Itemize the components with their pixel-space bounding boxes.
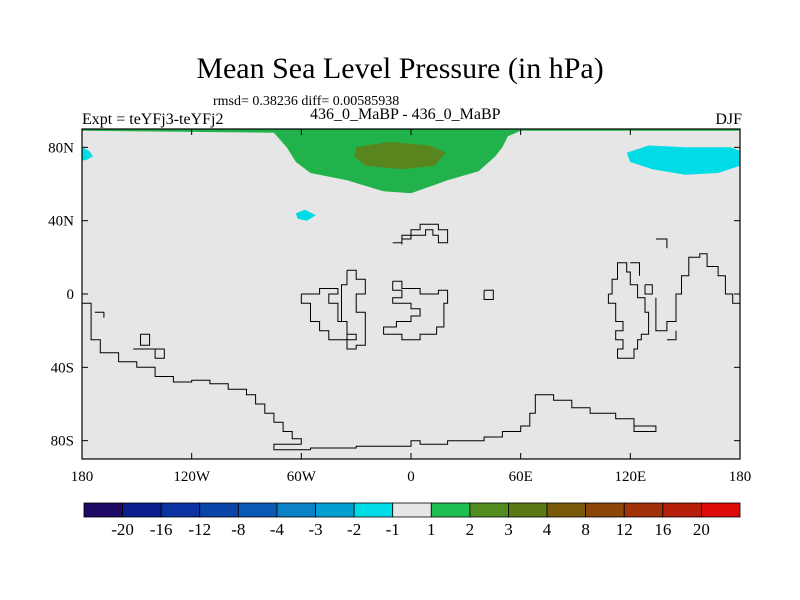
- x-tick-label: 180: [71, 469, 94, 485]
- x-tick-label: 120W: [173, 469, 211, 485]
- legend-swatch: [623, 502, 664, 518]
- legend-swatch: [122, 502, 162, 518]
- legend-label: -1: [386, 520, 400, 539]
- x-tick-label: 60E: [509, 469, 533, 485]
- coastline: [607, 262, 650, 359]
- legend-swatch: [701, 502, 741, 518]
- y-tick-label: 40N: [48, 214, 74, 230]
- coastline: [341, 269, 366, 350]
- east-siberia-negative-anomaly: [626, 145, 740, 175]
- x-tick-label: 0: [407, 469, 415, 485]
- run-label: 436_0_MaBP - 436_0_MaBP: [310, 106, 501, 123]
- legend-swatch: [160, 502, 201, 518]
- season-label: DJF: [715, 111, 742, 128]
- legend-label: 2: [466, 520, 475, 539]
- coastline: [154, 348, 165, 359]
- legend-swatch: [315, 502, 355, 518]
- legend-label: 3: [504, 520, 513, 539]
- chart-title: Mean Sea Level Pressure (in hPa): [196, 52, 604, 85]
- experiment-label: Expt = teYFj3-teYFj2: [82, 111, 224, 128]
- y-tick-label: 40S: [51, 360, 74, 376]
- arctic-core-anomaly: [354, 141, 446, 170]
- legend-swatch: [83, 502, 123, 518]
- coastline: [483, 289, 494, 300]
- coastline: [644, 284, 653, 295]
- legend-label: -16: [150, 520, 173, 539]
- axis-ticks: 180 120W 60W 0 60E 120E 180 80N 40N 0 40S 80S: [48, 129, 751, 485]
- legend-label: 12: [616, 520, 633, 539]
- coastline: [94, 311, 105, 318]
- legend-label: -4: [270, 520, 285, 539]
- x-tick-label: 180: [729, 469, 752, 485]
- north-pacific-negative-anomaly: [295, 209, 316, 221]
- legend-swatch: [237, 502, 278, 518]
- legend-swatch: [199, 502, 239, 518]
- legend-label: 16: [654, 520, 671, 539]
- rmsd-diff-stats: rmsd= 0.38236 diff= 0.00585938: [213, 94, 400, 109]
- legend-label: -12: [188, 520, 211, 539]
- legend-label: 20: [693, 520, 710, 539]
- legend-swatch: [392, 502, 432, 518]
- legend-swatch: [430, 502, 471, 518]
- x-tick-label: 60W: [287, 469, 317, 485]
- legend-label: -2: [347, 520, 361, 539]
- legend-swatch: [546, 502, 587, 518]
- y-tick-label: 80S: [51, 434, 74, 450]
- legend-swatch: [353, 502, 394, 518]
- coastline: [140, 333, 151, 346]
- legend-swatch: [662, 502, 702, 518]
- legend-label: -8: [231, 520, 245, 539]
- coastline: [655, 253, 741, 332]
- y-tick-label: 0: [67, 287, 75, 303]
- legend-label: -3: [308, 520, 322, 539]
- legend-swatch: [585, 502, 625, 518]
- coastline: [655, 238, 668, 249]
- coastline: [383, 280, 449, 341]
- x-tick-label: 120E: [614, 469, 646, 485]
- legend-swatch: [276, 502, 316, 518]
- coastline: [82, 302, 657, 451]
- legend-label: -20: [111, 520, 134, 539]
- y-tick-label: 80N: [48, 140, 74, 156]
- coastline: [630, 262, 640, 276]
- color-legend: -20 -16 -12 -8 -4 -3 -2 -1 1 2 3 4 8 12 16 20: [83, 502, 741, 539]
- legend-label: 1: [427, 520, 436, 539]
- coastline: [392, 223, 449, 245]
- coastline: [666, 330, 677, 341]
- legend-label: 4: [543, 520, 552, 539]
- legend-swatch: [508, 502, 548, 518]
- anomaly-regions: [82, 129, 740, 221]
- dateline-west-negative-anomaly: [82, 147, 93, 161]
- legend-swatch: [469, 502, 509, 518]
- coastline-contours: [82, 223, 741, 451]
- legend-label: 8: [581, 520, 590, 539]
